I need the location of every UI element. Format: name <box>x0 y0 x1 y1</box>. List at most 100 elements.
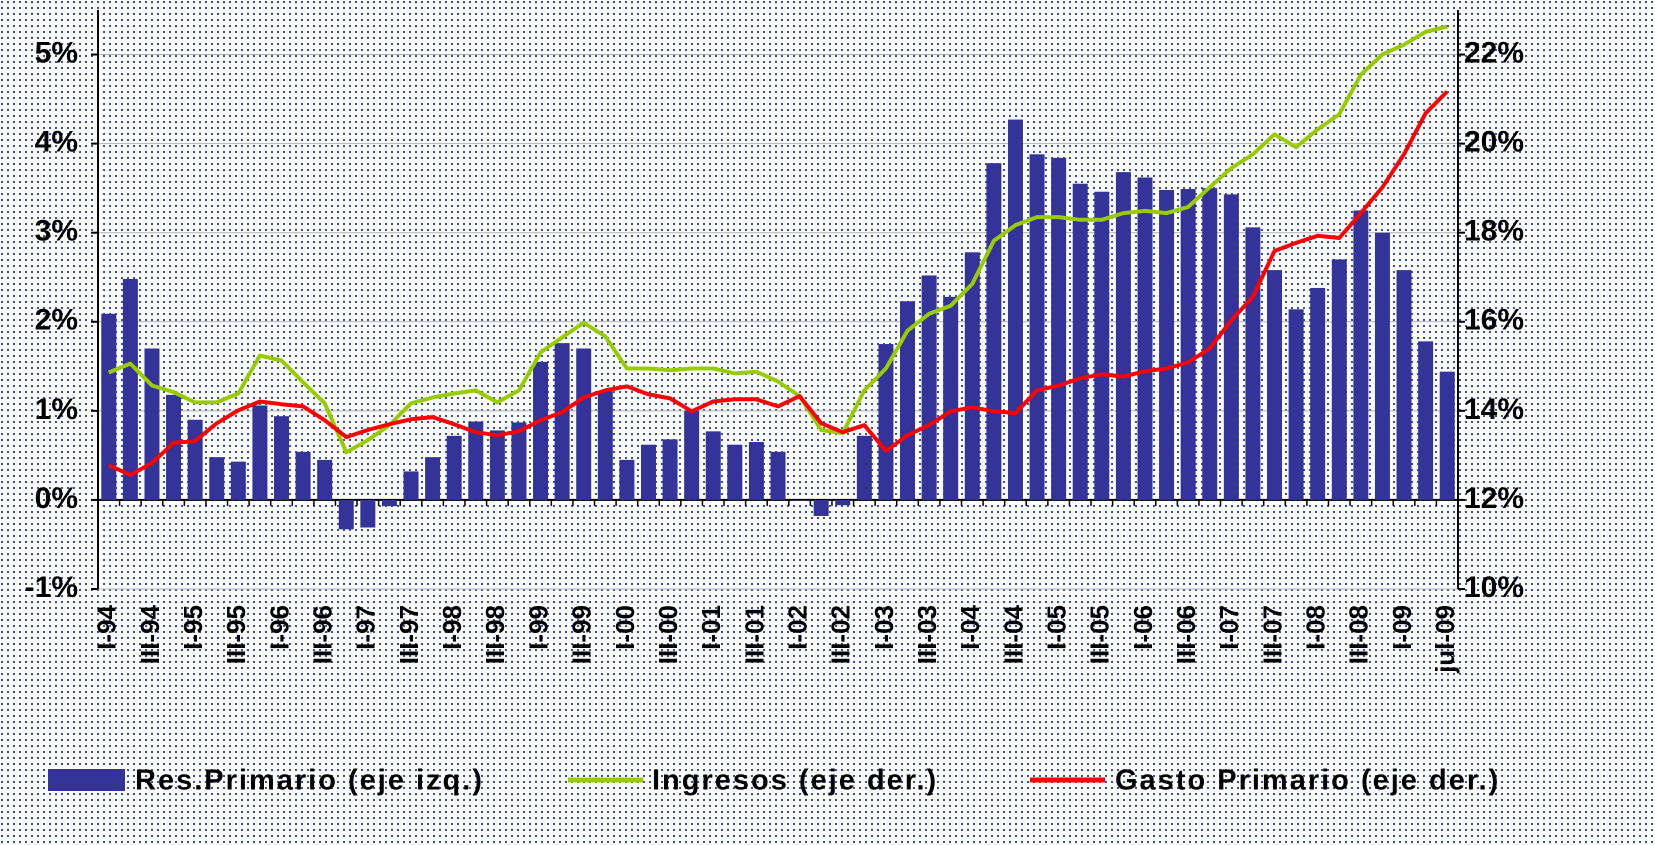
legend-label: Res.Primario (eje izq.) <box>135 765 484 797</box>
x-tick-label: I-05 <box>1042 605 1072 650</box>
y-tick-label: 0% <box>35 482 78 515</box>
bar <box>1051 157 1067 500</box>
bar <box>1007 119 1023 500</box>
bar <box>813 499 829 516</box>
bar <box>1396 270 1412 500</box>
bar <box>792 499 808 501</box>
y2-tick-label: 12% <box>1464 482 1524 515</box>
x-tick-label: III-97 <box>394 605 424 664</box>
line <box>108 24 1448 455</box>
x-tick-label: I-96 <box>264 605 294 650</box>
bar <box>122 279 138 500</box>
x-tick-label: III-05 <box>1085 605 1115 664</box>
bar <box>187 419 203 500</box>
x-tick-label: III-98 <box>480 605 510 664</box>
legend-marker <box>48 769 125 791</box>
y2-tick-label: 22% <box>1464 36 1524 69</box>
x-tick-label: I-04 <box>955 604 985 649</box>
bar <box>533 361 549 500</box>
bar <box>1245 227 1261 500</box>
bar <box>684 410 700 500</box>
bar <box>640 444 656 500</box>
x-tick-label: III-04 <box>998 604 1028 664</box>
bar <box>381 499 397 507</box>
bar <box>209 457 225 500</box>
y-tick-label: -1% <box>25 571 78 604</box>
bar <box>1094 191 1110 500</box>
y-tick-label: 4% <box>35 126 78 159</box>
x-tick-label: I-03 <box>869 605 899 650</box>
x-tick-label: I-98 <box>437 605 467 650</box>
bar <box>597 391 613 500</box>
bar <box>317 459 333 500</box>
x-tick-label: III-95 <box>221 605 251 664</box>
y2-tick-label: 18% <box>1464 215 1524 248</box>
x-tick-label: III-03 <box>912 605 942 664</box>
x-tick-label: I-97 <box>351 605 381 650</box>
legend-label: Gasto Primario (eje der.) <box>1115 765 1500 797</box>
x-tick-label: I-02 <box>782 605 812 650</box>
bar <box>1223 194 1239 500</box>
bar <box>166 394 182 500</box>
bar <box>964 252 980 500</box>
x-tick-label: III-02 <box>826 605 856 664</box>
line <box>107 90 1449 477</box>
bar <box>489 430 505 500</box>
bar <box>1374 232 1390 500</box>
x-tick-label: III-01 <box>739 605 769 664</box>
bar <box>1202 188 1218 500</box>
bar <box>727 444 743 500</box>
bar <box>554 343 570 500</box>
x-tick-label: III-00 <box>653 605 683 664</box>
x-tick-label: I-00 <box>610 605 640 650</box>
x-tick-label: III-06 <box>1171 605 1201 664</box>
bar <box>943 296 959 500</box>
x-tick-label: I-99 <box>523 605 553 650</box>
bar <box>101 313 117 500</box>
bar <box>921 275 937 500</box>
x-tick-label: III-07 <box>1257 605 1287 664</box>
bar <box>856 435 872 500</box>
x-tick-label: I-07 <box>1214 605 1244 650</box>
bar <box>835 499 851 506</box>
bar <box>1115 172 1131 500</box>
y2-tick-label: 14% <box>1464 393 1524 426</box>
bar <box>1180 189 1196 500</box>
bar <box>1418 341 1434 500</box>
bar <box>1267 270 1283 500</box>
y2-tick-label: 16% <box>1464 304 1524 337</box>
bar <box>1029 154 1045 500</box>
bar <box>1331 259 1347 500</box>
x-tick-label: I-95 <box>178 605 208 650</box>
y-tick-label: 1% <box>35 393 78 426</box>
x-tick-label: jul-09 <box>1430 605 1460 674</box>
x-tick-label: I-01 <box>696 605 726 650</box>
bar <box>705 431 721 500</box>
bar <box>403 471 419 500</box>
bar <box>446 435 462 500</box>
bar <box>252 405 268 500</box>
bar <box>1439 371 1455 500</box>
bar <box>986 163 1002 500</box>
y-tick-label: 3% <box>35 215 78 248</box>
bar <box>878 344 894 500</box>
x-tick-label: I-09 <box>1387 605 1417 650</box>
bar <box>273 416 289 500</box>
bar <box>1288 309 1304 500</box>
bar <box>1353 210 1369 500</box>
x-tick-label: I-06 <box>1128 605 1158 650</box>
bar <box>1159 189 1175 500</box>
bar <box>338 499 354 530</box>
bar <box>511 422 527 500</box>
bar <box>468 421 484 500</box>
y2-tick-label: 10% <box>1464 571 1524 604</box>
bar <box>1137 177 1153 500</box>
bar <box>295 451 311 500</box>
x-tick-label: III-96 <box>308 605 338 664</box>
y-tick-label: 2% <box>35 304 78 337</box>
x-tick-label: III-94 <box>135 604 165 664</box>
x-tick-label: I-94 <box>92 604 122 649</box>
legend-label: Ingresos (eje der.) <box>652 765 938 797</box>
bar <box>770 451 786 500</box>
